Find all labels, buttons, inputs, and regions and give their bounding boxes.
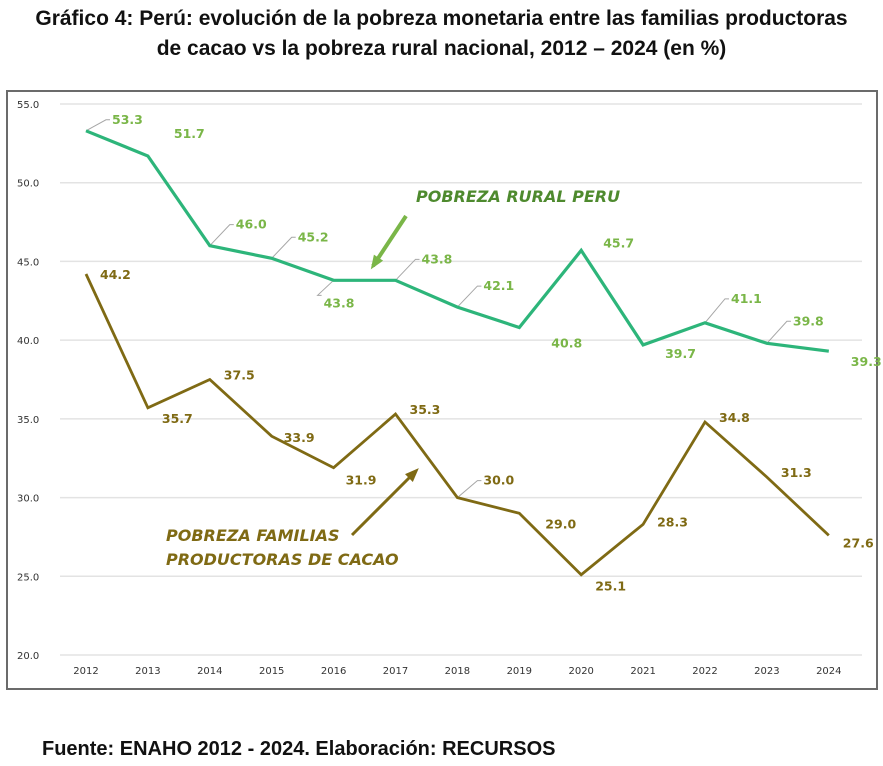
x-tick-label: 2017 [383,666,408,677]
chart-title-line-1: Gráfico 4: Perú: evolución de la pobreza… [35,7,848,30]
x-axis-ticks: 2012 2013 2014 2015 2016 2017 2018 2019 2020 2021… [73,666,841,677]
leader-line [704,298,729,324]
data-label-cacao: 37.5 [224,368,255,383]
y-tick-label: 50.0 [17,179,39,190]
data-label-rural: 45.7 [603,235,634,250]
x-tick-label: 2013 [135,666,160,677]
series-lines [84,129,830,577]
leader-line [316,279,334,296]
data-label-rural: 40.8 [551,336,582,351]
series-line-cacao [84,273,830,577]
leader-line [85,119,110,132]
data-label-cacao: 29.0 [545,516,576,531]
chart-title: Gráfico 4: Perú: evolución de la pobreza… [0,4,883,64]
data-label-rural: 42.1 [483,278,514,293]
y-tick-label: 40.0 [17,336,39,347]
data-labels: 53.3 51.7 46.0 45.2 43.8 43.8 42.1 40.8 45.7 39.7… [100,112,882,594]
series-line-rural [85,129,830,353]
data-label-rural: 46.0 [236,217,267,232]
y-tick-label: 25.0 [17,572,39,583]
leader-line [271,236,296,259]
data-label-cacao: 27.6 [843,535,874,550]
annotation-arrow-cacao [350,469,418,537]
data-label-rural: 53.3 [112,112,143,127]
data-label-rural: 43.8 [324,295,355,310]
y-tick-label: 55.0 [17,100,39,111]
x-tick-label: 2015 [259,666,284,677]
data-label-rural: 39.7 [665,346,696,361]
annotation-arrowhead-cacao [405,468,419,482]
y-tick-label: 30.0 [17,494,39,505]
leader-line [766,320,791,344]
data-label-cacao: 31.9 [346,473,377,488]
x-tick-label: 2022 [692,666,717,677]
x-tick-label: 2021 [630,666,655,677]
x-tick-label: 2012 [73,666,98,677]
annotation-cacao-line-2: PRODUCTORAS DE CACAO [166,550,399,569]
leader-line [395,258,420,281]
data-label-cacao: 35.7 [162,411,193,426]
annotation-rural: POBREZA RURAL PERU [416,187,620,206]
data-label-rural: 41.1 [731,291,762,306]
data-label-rural: 39.3 [851,354,882,369]
data-label-cacao: 44.2 [100,267,131,282]
chart-title-line-2: de cacao vs la pobreza rural nacional, 2… [156,37,727,60]
data-label-cacao: 35.3 [410,402,441,417]
y-tick-label: 20.0 [17,651,39,662]
source-note: Fuente: ENAHO 2012 - 2024. Elaboración: … [42,738,556,760]
y-axis-ticks: 20.0 25.0 30.0 35.0 40.0 45.0 50.0 55.0 [17,100,39,662]
data-label-cacao: 33.9 [284,430,315,445]
data-label-rural: 43.8 [422,251,453,266]
data-label-rural: 45.2 [298,229,329,244]
x-tick-label: 2023 [754,666,779,677]
x-tick-label: 2018 [445,666,470,677]
leader-line [209,224,234,247]
x-tick-label: 2014 [197,666,222,677]
y-tick-label: 45.0 [17,257,39,268]
y-tick-label: 35.0 [17,415,39,426]
label-leader-lines [85,119,791,498]
x-tick-label: 2019 [507,666,532,677]
data-label-cacao: 25.1 [595,579,626,594]
data-label-cacao: 28.3 [657,514,688,529]
x-tick-label: 2020 [568,666,593,677]
data-label-cacao: 34.8 [719,410,750,425]
x-tick-label: 2024 [816,666,841,677]
x-tick-label: 2016 [321,666,346,677]
annotation-arrowhead-rural [370,254,384,270]
series-annotations: POBREZA RURAL PERU POBREZA FAMILIAS PROD… [166,187,620,569]
leader-line [457,285,482,308]
annotation-cacao-line-1: POBREZA FAMILIAS [166,526,340,545]
data-label-rural: 39.8 [793,313,824,328]
chart-frame [6,90,878,690]
leader-line [457,480,482,498]
data-label-cacao: 31.3 [781,465,812,480]
data-label-rural: 51.7 [174,126,205,141]
data-label-cacao: 30.0 [483,473,514,488]
